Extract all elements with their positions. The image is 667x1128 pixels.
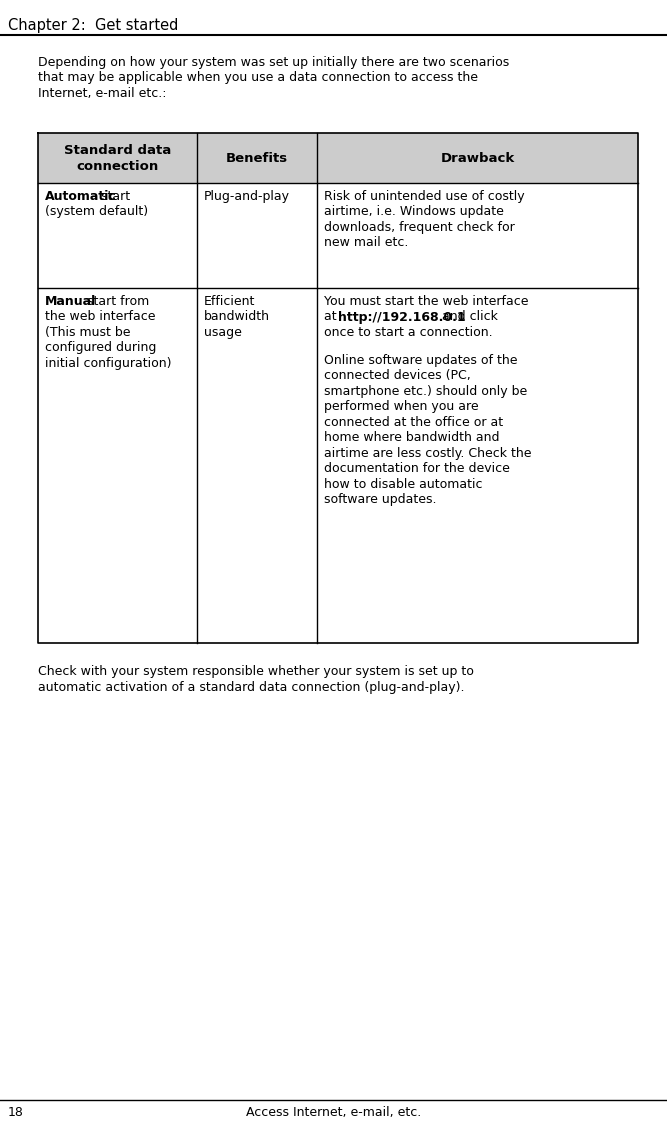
Text: Chapter 2:  Get started: Chapter 2: Get started <box>8 18 178 33</box>
Text: Efficient: Efficient <box>204 296 255 308</box>
Text: Drawback: Drawback <box>440 151 515 165</box>
Text: smartphone etc.) should only be: smartphone etc.) should only be <box>324 385 527 398</box>
Text: software updates.: software updates. <box>324 493 436 506</box>
Text: and click: and click <box>438 310 498 324</box>
Text: the web interface: the web interface <box>45 310 155 324</box>
Text: Standard data
connection: Standard data connection <box>64 143 171 173</box>
Text: initial configuration): initial configuration) <box>45 356 171 370</box>
Bar <box>38 183 638 288</box>
Text: bandwidth: bandwidth <box>204 310 270 324</box>
Text: Benefits: Benefits <box>226 151 288 165</box>
Text: once to start a connection.: once to start a connection. <box>324 326 493 340</box>
Text: how to disable automatic: how to disable automatic <box>324 478 482 491</box>
Text: automatic activation of a standard data connection (plug-and-play).: automatic activation of a standard data … <box>38 680 464 694</box>
Text: Depending on how your system was set up initially there are two scenarios: Depending on how your system was set up … <box>38 56 509 69</box>
Text: documentation for the device: documentation for the device <box>324 462 510 475</box>
Bar <box>38 288 638 643</box>
Text: Plug-and-play: Plug-and-play <box>204 190 290 203</box>
Text: Access Internet, e-mail, etc.: Access Internet, e-mail, etc. <box>246 1105 421 1119</box>
Text: performed when you are: performed when you are <box>324 400 479 413</box>
Text: You must start the web interface: You must start the web interface <box>324 296 528 308</box>
Text: that may be applicable when you use a data connection to access the: that may be applicable when you use a da… <box>38 71 478 85</box>
Text: downloads, frequent check for: downloads, frequent check for <box>324 221 515 233</box>
Text: start: start <box>97 190 130 203</box>
Text: start from: start from <box>83 296 149 308</box>
Text: home where bandwidth and: home where bandwidth and <box>324 431 500 444</box>
Text: Online software updates of the: Online software updates of the <box>324 354 518 367</box>
Text: 18: 18 <box>8 1105 24 1119</box>
Text: airtime, i.e. Windows update: airtime, i.e. Windows update <box>324 205 504 219</box>
Text: Internet, e-mail etc.:: Internet, e-mail etc.: <box>38 87 167 100</box>
Text: connected at the office or at: connected at the office or at <box>324 416 503 429</box>
Text: configured during: configured during <box>45 342 156 354</box>
Text: at: at <box>324 310 341 324</box>
Text: http://192.168.0.1: http://192.168.0.1 <box>338 310 466 324</box>
Text: (This must be: (This must be <box>45 326 131 340</box>
Bar <box>38 133 638 183</box>
Text: connected devices (PC,: connected devices (PC, <box>324 369 471 382</box>
Text: Check with your system responsible whether your system is set up to: Check with your system responsible wheth… <box>38 666 474 678</box>
Text: airtime are less costly. Check the: airtime are less costly. Check the <box>324 447 532 460</box>
Text: Risk of unintended use of costly: Risk of unintended use of costly <box>324 190 525 203</box>
Text: usage: usage <box>204 326 242 340</box>
Text: new mail etc.: new mail etc. <box>324 237 408 249</box>
Text: (system default): (system default) <box>45 205 148 219</box>
Text: Automatic: Automatic <box>45 190 117 203</box>
Text: Manual: Manual <box>45 296 96 308</box>
